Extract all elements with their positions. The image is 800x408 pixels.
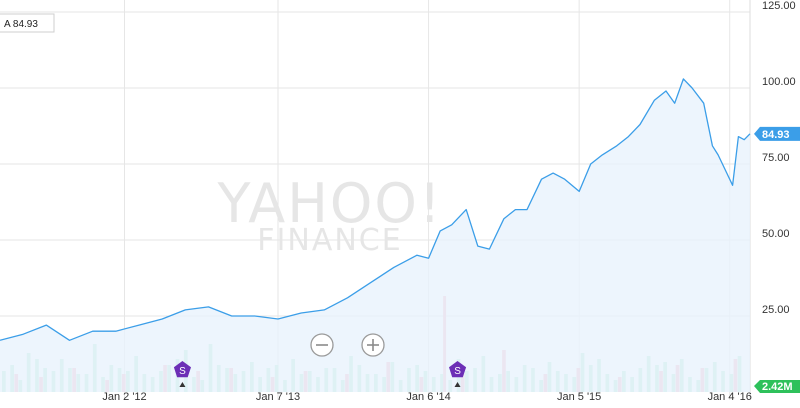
split-marker[interactable] (449, 361, 467, 378)
zoom-out-button[interactable] (310, 333, 334, 357)
watermark-finance: FINANCE (257, 223, 402, 258)
y-tick-label: 25.00 (762, 304, 790, 316)
y-axis: 125.00 100.00 75.00 50.00 25.00 (762, 0, 796, 316)
price-badge-shape (754, 126, 800, 141)
watermark-yahoo: YAHOO! (217, 172, 443, 235)
x-axis: Jan 2 '12 Jan 7 '13 Jan 6 '14 Jan 5 '15 Jan … (102, 391, 752, 403)
price-line (0, 78, 751, 341)
x-tick-label: Jan 5 '15 (557, 391, 601, 403)
volume-badge: 2.42M (754, 380, 800, 393)
price-series-line (0, 78, 751, 341)
split-marker-label: S (179, 366, 186, 377)
y-tick-label: 50.00 (762, 228, 790, 240)
price-area (0, 78, 750, 393)
split-marker-pointer (179, 382, 186, 387)
price-badge-text: 84.93 (762, 129, 790, 141)
price-badge: 84.93 (754, 126, 800, 141)
split-marker-label: S (454, 366, 461, 377)
zoom-in-button[interactable] (361, 333, 385, 357)
y-tick-label: 75.00 (762, 152, 790, 164)
y-tick-label: 100.00 (762, 76, 796, 88)
x-tick-label: Jan 2 '12 (102, 391, 146, 403)
x-tick-label: Jan 6 '14 (406, 391, 450, 403)
legend: A 84.93 (0, 13, 55, 33)
legend-label: A 84.93 (4, 19, 38, 30)
price-area-fill (0, 78, 750, 393)
volume-badge-shape (754, 380, 800, 393)
x-tick-label: Jan 4 '16 (708, 391, 752, 403)
x-tick-label: Jan 7 '13 (256, 391, 300, 403)
volume-badge-text: 2.42M (762, 381, 793, 393)
split-marker-pointer (454, 382, 461, 387)
watermark: YAHOO! FINANCE (217, 172, 443, 258)
y-tick-label: 125.00 (762, 0, 796, 12)
split-marker[interactable] (173, 361, 191, 378)
legend-box (0, 13, 55, 33)
